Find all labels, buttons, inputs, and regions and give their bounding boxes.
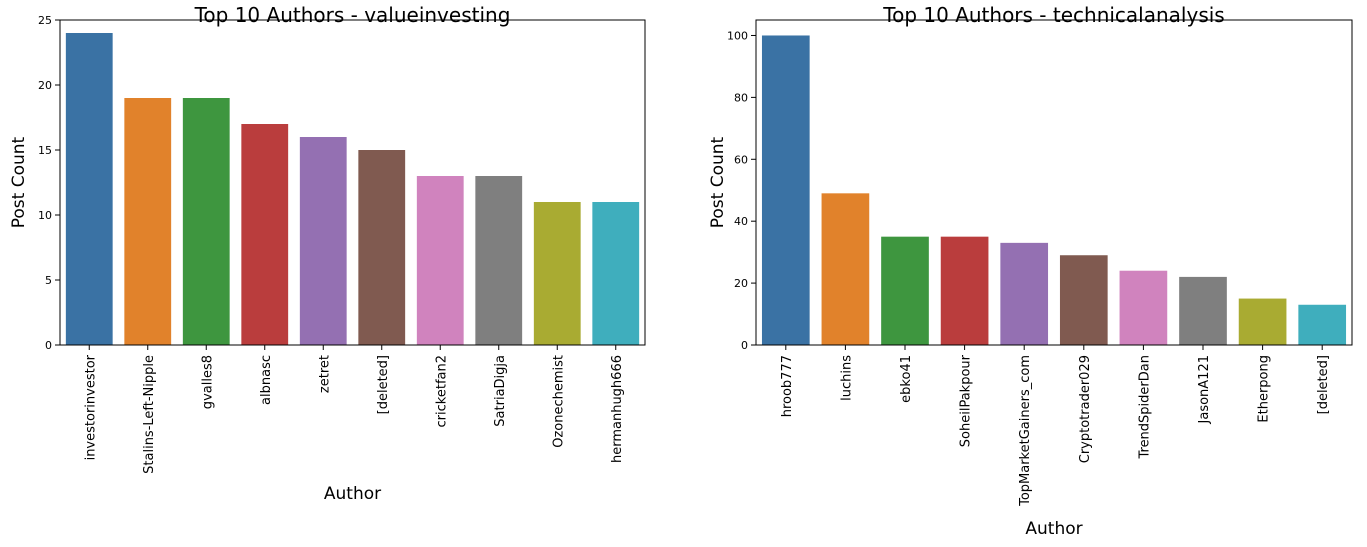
chart-valueinvesting: Top 10 Authors - valueinvesting 0 5 10 15 20 2… <box>9 3 646 504</box>
bar-investorinvestor <box>65 33 113 345</box>
chart-title: Top 10 Authors - technicalanalysis <box>882 3 1224 27</box>
bar-stalins-left-nipple <box>124 98 172 345</box>
y-tick-label: 100 <box>727 29 748 42</box>
y-tick-label: 15 <box>38 144 52 157</box>
y-tick-label: 25 <box>38 14 52 27</box>
bar-ozonechemist <box>533 202 581 345</box>
bar-jasona121 <box>1179 276 1227 345</box>
x-tick-label: albnasc <box>259 355 274 405</box>
x-tick-label: [deleted] <box>376 355 391 414</box>
x-tick-label: zetret <box>317 355 332 393</box>
x-tick-label: [deleted] <box>1316 355 1331 414</box>
bar-cricketfan2 <box>416 176 464 345</box>
bar-cryptotrader029 <box>1059 255 1108 345</box>
x-tick-label: Etherpong <box>1257 355 1272 423</box>
x-tick-label: ebko41 <box>899 355 914 403</box>
y-tick-label: 60 <box>734 153 748 166</box>
bar-topmarketgainers-com <box>1000 242 1049 345</box>
bar-etherpong <box>1238 298 1287 345</box>
y-axis-label: Post Count <box>9 136 29 228</box>
x-tick-label: Ozonechemist <box>551 355 566 448</box>
bar-trendspiderdan <box>1119 270 1168 345</box>
bar-deleted <box>1298 304 1347 345</box>
x-tick-label: cricketfan2 <box>434 355 449 427</box>
x-tick-label: gvalles8 <box>200 355 215 409</box>
x-tick-label: Cryptotrader029 <box>1078 355 1093 463</box>
y-tick-label: 0 <box>741 339 748 352</box>
y-axis-label: Post Count <box>708 136 728 228</box>
x-tick-label: SoheilPakpour <box>959 354 974 447</box>
x-tick-label: hroob777 <box>780 355 795 417</box>
x-tick-label: SatriaDigja <box>493 355 508 427</box>
y-tick-label: 10 <box>38 209 52 222</box>
x-tick-label: hermanhugh666 <box>610 355 625 463</box>
x-tick-label: JasonA121 <box>1197 355 1212 424</box>
bar-deleted <box>358 150 406 345</box>
bar-hermanhugh666 <box>592 202 640 345</box>
bar-gvalles8 <box>182 98 230 345</box>
x-tick-label: TopMarketGainers_com <box>1018 355 1033 507</box>
y-tick-label: 20 <box>734 277 748 290</box>
y-tick-label: 5 <box>45 274 52 287</box>
y-tick-label: 40 <box>734 215 748 228</box>
bar-zetret <box>299 137 347 345</box>
y-tick-label: 20 <box>38 79 52 92</box>
x-axis-label: Author <box>324 484 381 504</box>
bar-satriadigja <box>475 176 523 345</box>
bar-albnasc <box>241 124 289 345</box>
bar-ebko41 <box>881 236 929 345</box>
x-tick-label: TrendSpiderDan <box>1137 355 1152 460</box>
x-axis-label: Author <box>1025 519 1082 539</box>
chart-title: Top 10 Authors - valueinvesting <box>194 3 511 27</box>
plot-frame <box>59 19 646 346</box>
x-tick-label: investorinvestor <box>83 354 98 460</box>
bar-luchins <box>821 193 870 345</box>
bar-soheilpakpour <box>940 236 989 345</box>
y-tick-label: 0 <box>45 339 52 352</box>
y-tick-label: 80 <box>734 91 748 104</box>
plot-frame <box>755 19 1353 346</box>
chart-technicalanalysis: Top 10 Authors - technicalanalysis 0 20 40 6… <box>708 3 1353 539</box>
x-tick-label: Stalins-Left-Nipple <box>142 355 157 474</box>
x-tick-label: luchins <box>839 355 854 401</box>
bar-hroob777 <box>761 35 810 345</box>
